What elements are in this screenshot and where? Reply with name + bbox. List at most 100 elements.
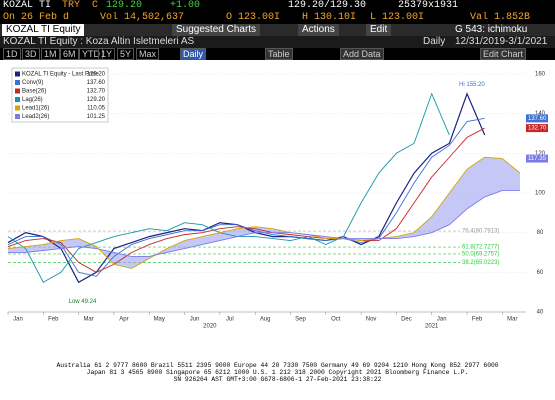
legend-label: Lead1(26) bbox=[22, 106, 49, 112]
ticker: KOZAL TI bbox=[3, 0, 52, 11]
period-button[interactable]: 3D bbox=[22, 48, 40, 60]
action-button[interactable]: Add Data bbox=[340, 48, 384, 60]
fib-label: 50.0(69.2757) bbox=[462, 251, 499, 257]
x-tick-label: May bbox=[154, 317, 165, 323]
legend-label: Lag(26) bbox=[22, 97, 43, 103]
series-line bbox=[7, 92, 450, 283]
date: On 26 Feb d bbox=[3, 12, 70, 23]
x-tick-label: Mar bbox=[507, 317, 517, 323]
price-tag bbox=[526, 124, 548, 133]
price-tag-label: 137.60 bbox=[528, 116, 547, 122]
y-tick-label: 160 bbox=[535, 71, 546, 77]
y-tick-label: 120 bbox=[535, 151, 546, 157]
high: H 130.10I bbox=[302, 12, 357, 23]
footer-line: Australia 61 2 9777 8600 Brazil 5511 239… bbox=[56, 362, 499, 369]
footer-line: SN 926264 AST GMT+3:00 G678-6806-1 27-Fe… bbox=[173, 376, 382, 383]
price: 129.20 bbox=[106, 0, 143, 11]
legend-value: 129.20 bbox=[87, 72, 106, 78]
series-line bbox=[8, 190, 520, 257]
x-tick-label: Jul bbox=[226, 317, 234, 323]
action-button[interactable]: Table bbox=[265, 48, 293, 60]
menu[interactable]: Actions bbox=[298, 24, 339, 36]
title: KOZAL TI Equity : Koza Altin Isletmeleri… bbox=[3, 36, 195, 47]
chart: 40 60 80 100 120 140 160 Jan Feb Mar Apr May Jun Jul A… bbox=[0, 60, 555, 330]
frequency: Daily bbox=[423, 36, 446, 47]
menu[interactable]: Edit bbox=[366, 24, 392, 36]
price-tag bbox=[526, 114, 548, 123]
x-tick-label: Jun bbox=[190, 317, 200, 323]
period-button[interactable]: Max bbox=[136, 48, 160, 60]
bid-ask: 129.20/129.30 bbox=[288, 0, 367, 11]
x-tick-label: Aug bbox=[260, 317, 271, 323]
legend-swatch bbox=[15, 114, 20, 119]
fib-label: 61.8(72.7277) bbox=[462, 245, 499, 251]
security[interactable]: KOZAL TI Equity bbox=[2, 24, 85, 36]
c: C bbox=[92, 0, 99, 11]
period-button[interactable]: 1Y bbox=[98, 48, 116, 60]
fib-label: 38.2(65.0223) bbox=[462, 260, 499, 266]
action-button[interactable]: Edit Chart bbox=[480, 48, 527, 60]
x-tick-label: Dec bbox=[401, 317, 412, 323]
series-line bbox=[7, 156, 521, 269]
menu[interactable]: Suggested Charts bbox=[172, 24, 261, 36]
size: 25379x1931 bbox=[398, 0, 459, 11]
legend-label: KOZAL TI Equity - Last Price bbox=[22, 72, 99, 78]
currency: TRY bbox=[62, 0, 81, 11]
quote-row: KOZAL TI TRY C 129.20 +1.00 129.20/129.3… bbox=[0, 0, 555, 12]
period-button[interactable]: 1D bbox=[3, 48, 21, 60]
y-tick-label: 100 bbox=[535, 191, 546, 197]
x-tick-label: Feb bbox=[48, 317, 59, 323]
change: +1.00 bbox=[170, 0, 201, 11]
open: O 123.00I bbox=[226, 12, 281, 23]
subheader: KOZAL TI Equity : Koza Altin Isletmeleri… bbox=[0, 36, 555, 48]
range: 12/31/2019-3/1/2021 bbox=[455, 36, 548, 47]
x-tick-label: Jan bbox=[13, 317, 23, 323]
year-label: 2020 bbox=[203, 324, 217, 330]
legend-value: 132.70 bbox=[87, 89, 106, 95]
series-line bbox=[7, 92, 486, 284]
annotation: Low 49.24 bbox=[69, 299, 97, 305]
legend-swatch bbox=[15, 80, 20, 85]
legend-box bbox=[11, 67, 109, 123]
x-tick-label: Apr bbox=[119, 317, 128, 323]
x-tick-label: Jan bbox=[437, 317, 447, 323]
year-label: 2021 bbox=[425, 324, 439, 330]
period-button[interactable]: YTD bbox=[79, 48, 103, 60]
legend-value: 101.25 bbox=[87, 114, 106, 120]
period-button[interactable]: 6M bbox=[60, 48, 79, 60]
price-tag bbox=[526, 154, 548, 163]
stats-row: On 26 Feb d Vol 14,502,637 O 123.00I H 1… bbox=[0, 12, 555, 24]
value: Val 1.852B bbox=[470, 12, 531, 23]
volume: Vol 14,502,637 bbox=[100, 12, 185, 23]
footer-line: Japan 81 3 4565 8900 Singapore 65 6212 1… bbox=[86, 369, 469, 376]
fib-label: 76.4(80.7913) bbox=[462, 229, 499, 235]
y-tick-label: 40 bbox=[537, 310, 544, 316]
legend-label: Conv(9) bbox=[22, 80, 43, 86]
toolbar: KOZAL TI Equity Suggested Charts Actions… bbox=[0, 24, 555, 36]
y-tick-label: 140 bbox=[535, 111, 546, 117]
legend-label: Lead2(26) bbox=[22, 114, 49, 120]
y-tick-label: 60 bbox=[537, 270, 544, 276]
frequency-select[interactable]: Daily bbox=[180, 48, 207, 60]
x-tick-label: Oct bbox=[331, 317, 341, 323]
legend-swatch bbox=[15, 88, 20, 94]
legend-value: 110.05 bbox=[87, 106, 106, 112]
function: G 543: ichimoku bbox=[455, 24, 528, 35]
controls: 1D 3D 1M 6M YTD 1Y 5Y Max Daily Table Add Data Edit… bbox=[0, 48, 555, 60]
x-tick-label: Mar bbox=[83, 317, 93, 323]
period-button[interactable]: 1M bbox=[41, 48, 60, 60]
legend-label: Base(26) bbox=[22, 89, 46, 95]
legend-value: 129.20 bbox=[87, 97, 106, 103]
annotation: Hi 155.20 bbox=[459, 82, 485, 88]
price-tag-label: 132.70 bbox=[528, 126, 547, 132]
x-tick-label: Sep bbox=[295, 317, 306, 323]
legend-swatch bbox=[15, 97, 20, 102]
legend-value: 137.60 bbox=[87, 80, 106, 86]
x-tick-label: Feb bbox=[472, 317, 483, 323]
price-tag-label: 117.35 bbox=[528, 156, 547, 162]
legend-swatch bbox=[15, 105, 20, 111]
low: L 123.00I bbox=[370, 12, 425, 23]
footer: Australia 61 2 9777 8600 Brazil 5511 239… bbox=[0, 362, 555, 383]
period-button[interactable]: 5Y bbox=[117, 48, 135, 60]
